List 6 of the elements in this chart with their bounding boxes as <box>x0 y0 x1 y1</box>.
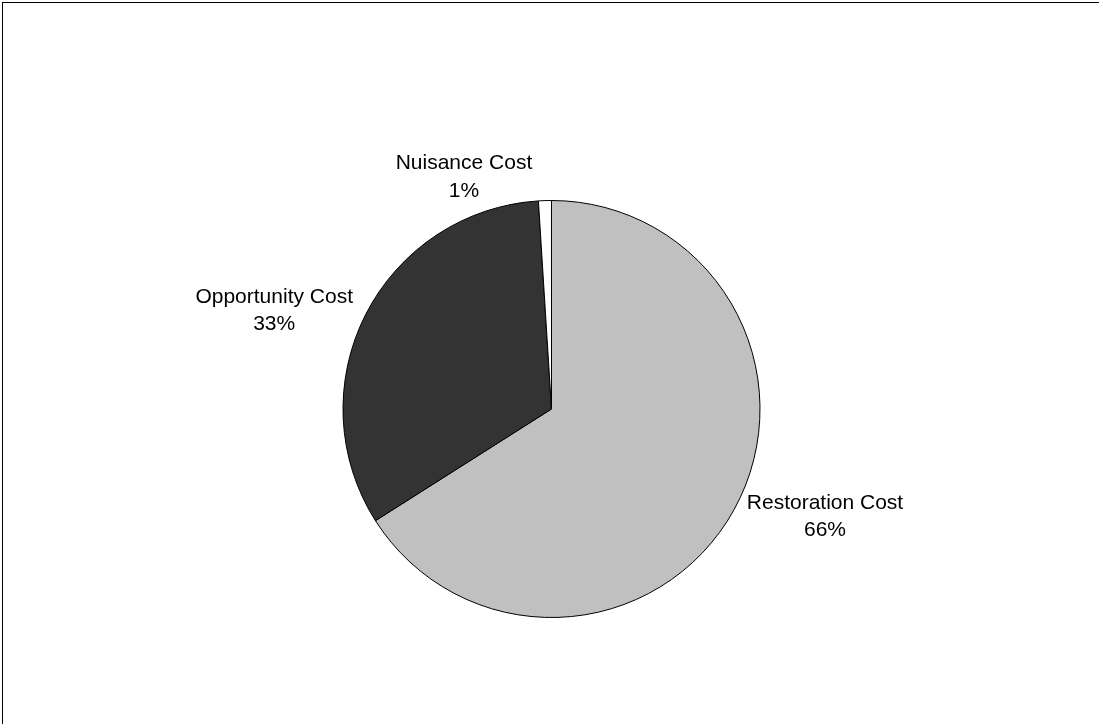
data-label: 1% <box>448 177 480 201</box>
data-label: 66% <box>803 517 846 541</box>
slice-label: Nuisance Cost <box>395 150 533 174</box>
slice-label: Restoration Cost <box>746 490 904 514</box>
data-label: 33% <box>253 311 296 335</box>
slice-label: Opportunity Cost <box>195 284 354 308</box>
